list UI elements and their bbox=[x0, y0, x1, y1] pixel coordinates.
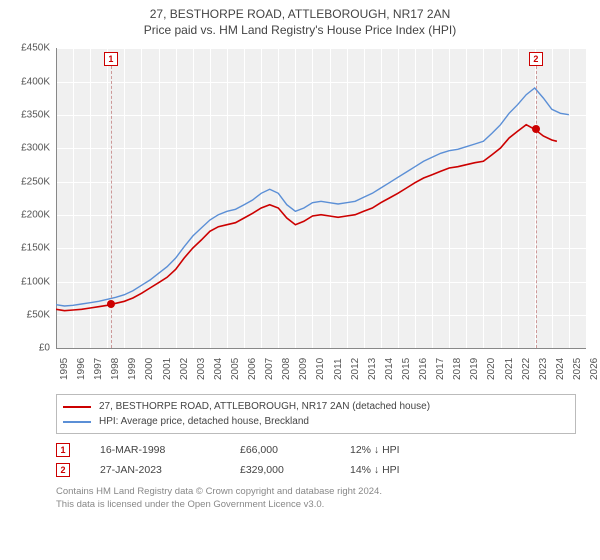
y-tick-label: £200K bbox=[10, 210, 50, 221]
legend-swatch bbox=[63, 421, 91, 423]
x-tick-label: 1997 bbox=[93, 358, 104, 380]
x-tick-label: 2001 bbox=[162, 358, 173, 380]
sales-flag: 1 bbox=[56, 443, 70, 457]
sales-delta: 12% ↓ HPI bbox=[350, 444, 450, 456]
legend-label: HPI: Average price, detached house, Brec… bbox=[99, 414, 309, 429]
x-tick-label: 2014 bbox=[384, 358, 395, 380]
x-tick-label: 2013 bbox=[367, 358, 378, 380]
series-hpi bbox=[56, 88, 569, 306]
legend-label: 27, BESTHORPE ROAD, ATTLEBOROUGH, NR17 2… bbox=[99, 399, 430, 414]
title-line-2: Price paid vs. HM Land Registry's House … bbox=[10, 22, 590, 38]
marker-line bbox=[536, 66, 537, 348]
sales-row: 2 27-JAN-2023 £329,000 14% ↓ HPI bbox=[56, 460, 576, 480]
footer-line-1: Contains HM Land Registry data © Crown c… bbox=[56, 486, 576, 499]
sales-flag: 2 bbox=[56, 463, 70, 477]
x-tick-label: 2006 bbox=[247, 358, 258, 380]
price-chart: £0 £50K £100K £150K £200K £250K £300K £350K £400… bbox=[10, 44, 590, 388]
x-tick-label: 2018 bbox=[452, 358, 463, 380]
y-tick-label: £0 bbox=[10, 343, 50, 354]
x-tick-label: 2000 bbox=[144, 358, 155, 380]
y-tick-label: £450K bbox=[10, 43, 50, 54]
sale-dot bbox=[107, 300, 115, 308]
x-tick-label: 2016 bbox=[418, 358, 429, 380]
series-property bbox=[56, 125, 557, 311]
x-tick-label: 1995 bbox=[59, 358, 70, 380]
footer-line-2: This data is licensed under the Open Gov… bbox=[56, 499, 576, 512]
sale-dot bbox=[532, 125, 540, 133]
marker-flag: 1 bbox=[104, 52, 118, 66]
x-tick-label: 2019 bbox=[469, 358, 480, 380]
y-tick-label: £50K bbox=[10, 310, 50, 321]
x-tick-label: 2008 bbox=[281, 358, 292, 380]
footer-attribution: Contains HM Land Registry data © Crown c… bbox=[56, 486, 576, 512]
x-tick-label: 2009 bbox=[298, 358, 309, 380]
x-tick-label: 1998 bbox=[110, 358, 121, 380]
legend-row: 27, BESTHORPE ROAD, ATTLEBOROUGH, NR17 2… bbox=[63, 399, 569, 414]
sales-delta: 14% ↓ HPI bbox=[350, 464, 450, 476]
x-tick-label: 2020 bbox=[486, 358, 497, 380]
x-tick-label: 2002 bbox=[179, 358, 190, 380]
x-tick-label: 2012 bbox=[350, 358, 361, 380]
x-tick-label: 2025 bbox=[572, 358, 583, 380]
x-tick-label: 2010 bbox=[315, 358, 326, 380]
x-tick-label: 2023 bbox=[538, 358, 549, 380]
sales-date: 27-JAN-2023 bbox=[100, 464, 210, 476]
sales-date: 16-MAR-1998 bbox=[100, 444, 210, 456]
chart-lines bbox=[56, 48, 586, 348]
sales-price: £66,000 bbox=[240, 444, 320, 456]
y-tick-label: £350K bbox=[10, 110, 50, 121]
x-tick-label: 2005 bbox=[230, 358, 241, 380]
y-tick-label: £100K bbox=[10, 276, 50, 287]
x-tick-label: 2003 bbox=[196, 358, 207, 380]
x-tick-label: 1996 bbox=[76, 358, 87, 380]
x-tick-label: 2015 bbox=[401, 358, 412, 380]
x-tick-label: 2017 bbox=[435, 358, 446, 380]
sales-table: 1 16-MAR-1998 £66,000 12% ↓ HPI 2 27-JAN-2023… bbox=[56, 440, 576, 480]
y-tick-label: £250K bbox=[10, 176, 50, 187]
marker-flag: 2 bbox=[529, 52, 543, 66]
legend-row: HPI: Average price, detached house, Brec… bbox=[63, 414, 569, 429]
x-tick-label: 2004 bbox=[213, 358, 224, 380]
x-tick-label: 2021 bbox=[504, 358, 515, 380]
x-tick-label: 2024 bbox=[555, 358, 566, 380]
x-tick-label: 2011 bbox=[333, 359, 344, 381]
legend: 27, BESTHORPE ROAD, ATTLEBOROUGH, NR17 2… bbox=[56, 394, 576, 434]
chart-titles: 27, BESTHORPE ROAD, ATTLEBOROUGH, NR17 2… bbox=[10, 6, 590, 38]
x-tick-label: 1999 bbox=[127, 358, 138, 380]
y-tick-label: £400K bbox=[10, 76, 50, 87]
sales-price: £329,000 bbox=[240, 464, 320, 476]
y-tick-label: £150K bbox=[10, 243, 50, 254]
x-tick-label: 2022 bbox=[521, 358, 532, 380]
sales-row: 1 16-MAR-1998 £66,000 12% ↓ HPI bbox=[56, 440, 576, 460]
x-tick-label: 2026 bbox=[589, 358, 600, 380]
legend-swatch bbox=[63, 406, 91, 408]
y-tick-label: £300K bbox=[10, 143, 50, 154]
x-tick-label: 2007 bbox=[264, 358, 275, 380]
title-line-1: 27, BESTHORPE ROAD, ATTLEBOROUGH, NR17 2… bbox=[10, 6, 590, 22]
